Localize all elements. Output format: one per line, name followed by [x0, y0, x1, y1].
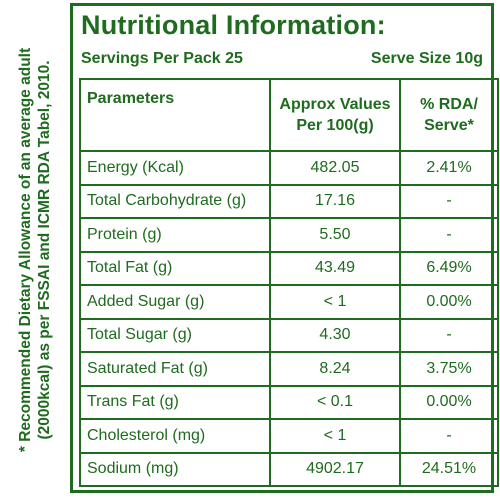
table-row: Total Fat (g) 43.49 6.49%	[79, 250, 499, 286]
row-parameter: Total Carbohydrate (g)	[79, 183, 271, 219]
table-row: Added Sugar (g) < 1 0.00%	[79, 284, 499, 320]
rda-footnote: * Recommended Dietary Allowance of an av…	[0, 0, 70, 500]
row-value: < 1	[269, 418, 401, 454]
servings-per-pack: Servings Per Pack 25	[81, 50, 243, 67]
row-rda: 0.00%	[399, 284, 499, 320]
row-rda: 0.00%	[399, 384, 499, 420]
table-row: Protein (g) 5.50 -	[79, 217, 499, 253]
header-rda-serve: % RDA/ Serve*	[399, 78, 499, 152]
row-parameter: Added Sugar (g)	[79, 284, 271, 320]
row-value: 4902.17	[269, 451, 401, 487]
row-parameter: Energy (Kcal)	[79, 150, 271, 186]
table-row: Saturated Fat (g) 8.24 3.75%	[79, 351, 499, 387]
row-parameter: Trans Fat (g)	[79, 384, 271, 420]
nutrition-table: Parameters Approx Values Per 100(g) % RD…	[79, 78, 499, 487]
row-value: 482.05	[269, 150, 401, 186]
table-row: Energy (Kcal) 482.05 2.41%	[79, 150, 499, 186]
row-value: 4.30	[269, 317, 401, 353]
row-rda: 3.75%	[399, 351, 499, 387]
row-rda: -	[399, 217, 499, 253]
row-value: 43.49	[269, 250, 401, 286]
panel-title: Nutritional Information:	[81, 10, 386, 40]
table-row: Trans Fat (g) < 0.1 0.00%	[79, 384, 499, 420]
row-parameter: Sodium (mg)	[79, 451, 271, 487]
row-rda: 24.51%	[399, 451, 499, 487]
table-row: Cholesterol (mg) < 1 -	[79, 418, 499, 454]
row-parameter: Protein (g)	[79, 217, 271, 253]
row-parameter: Total Sugar (g)	[79, 317, 271, 353]
row-value: 5.50	[269, 217, 401, 253]
serve-size: Serve Size 10g	[370, 50, 483, 67]
rda-footnote-line-2: (2000kcal) as per FSSAI and ICMR RDA Tab…	[36, 60, 53, 440]
row-rda: -	[399, 418, 499, 454]
row-parameter: Total Fat (g)	[79, 250, 271, 286]
header-approx-values: Approx Values Per 100(g)	[269, 78, 401, 152]
row-parameter: Cholesterol (mg)	[79, 418, 271, 454]
row-value: 8.24	[269, 351, 401, 387]
header-parameters: Parameters	[79, 78, 271, 152]
row-rda: -	[399, 183, 499, 219]
table-header-row: Parameters Approx Values Per 100(g) % RD…	[79, 78, 499, 152]
nutrition-panel: Nutritional Information: Servings Per Pa…	[70, 3, 499, 493]
row-value: 17.16	[269, 183, 401, 219]
row-rda: 2.41%	[399, 150, 499, 186]
row-rda: -	[399, 317, 499, 353]
row-value: < 0.1	[269, 384, 401, 420]
row-rda: 6.49%	[399, 250, 499, 286]
table-row: Total Sugar (g) 4.30 -	[79, 317, 499, 353]
rda-footnote-line-1: * Recommended Dietary Allowance of an av…	[17, 47, 34, 453]
table-row: Total Carbohydrate (g) 17.16 -	[79, 183, 499, 219]
table-row: Sodium (mg) 4902.17 24.51%	[79, 451, 499, 487]
row-value: < 1	[269, 284, 401, 320]
row-parameter: Saturated Fat (g)	[79, 351, 271, 387]
